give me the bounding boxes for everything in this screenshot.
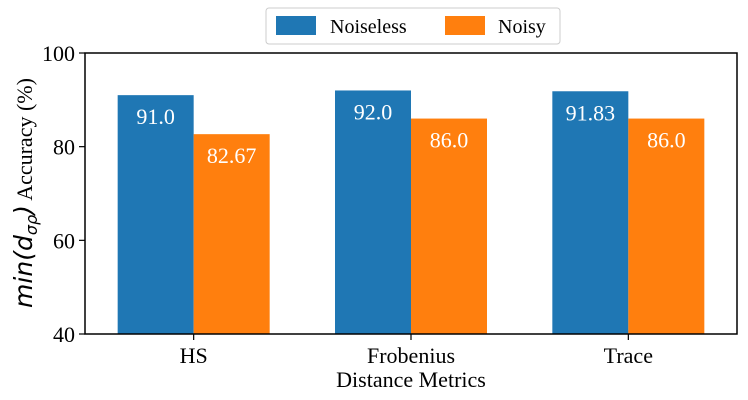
bar-noiseless-hs: [117, 95, 194, 335]
data-label-noisy-frobenius: 86.0: [430, 128, 469, 153]
legend: Noiseless Noisy: [265, 7, 561, 45]
bar-noisy-trace: [628, 118, 705, 334]
legend-swatch-noisy: [445, 16, 485, 35]
bar-noiseless-frobenius: [335, 90, 411, 334]
bar-noiseless-trace: [552, 91, 629, 334]
y-axis-label: min(dσρ) Accuracy (%): [9, 78, 41, 308]
x-axis-label: Distance Metrics: [336, 367, 486, 392]
y-tick-label: 60: [53, 228, 75, 253]
bar-noisy-frobenius: [411, 118, 487, 334]
data-label-noiseless-hs: 91.0: [136, 104, 175, 129]
y-tick-label: 100: [42, 41, 75, 66]
legend-label-noisy: Noisy: [498, 16, 546, 38]
data-label-noiseless-frobenius: 92.0: [354, 99, 393, 124]
bar-noisy-hs: [193, 134, 270, 334]
legend-frame: [265, 7, 561, 45]
data-label-noisy-trace: 86.0: [647, 128, 686, 153]
x-tick-label-hs: HS: [180, 343, 208, 368]
y-tick-label: 40: [53, 322, 75, 347]
x-tick-label-trace: Trace: [604, 343, 653, 368]
data-label-noisy-hs: 82.67: [207, 143, 257, 168]
data-label-noiseless-trace: 91.83: [566, 100, 616, 125]
legend-swatch-noiseless: [276, 16, 316, 35]
x-tick-label-frobenius: Frobenius: [367, 343, 455, 368]
y-tick-label: 80: [53, 135, 75, 160]
legend-label-noiseless: Noiseless: [330, 16, 407, 38]
